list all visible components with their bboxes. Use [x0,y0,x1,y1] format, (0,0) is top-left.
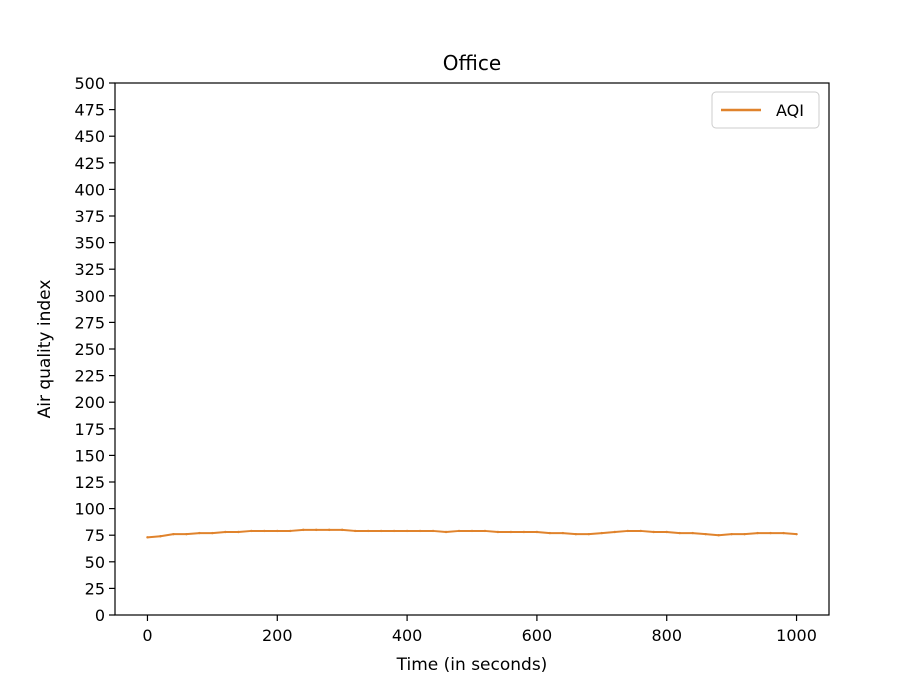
y-tick-label: 75 [85,526,105,545]
data-point [237,530,240,534]
y-tick-label: 250 [74,340,105,359]
y-tick-label: 275 [74,313,105,332]
data-point [302,528,305,532]
data-point [224,530,227,534]
data-point [548,531,552,535]
data-point [795,532,798,536]
data-point [185,532,188,536]
y-tick-label: 450 [74,127,105,146]
legend-box [711,91,820,129]
data-point [613,530,616,534]
data-point [211,531,214,535]
data-point [159,535,162,538]
data-point [626,529,629,533]
data-point [678,531,681,535]
y-tick-label: 0 [95,606,105,625]
y-tick-label: 50 [85,553,105,572]
data-point [756,531,759,535]
y-tick-label: 300 [74,287,105,306]
data-point [405,529,409,533]
data-point [470,529,474,533]
y-tick-label: 200 [74,393,105,412]
y-tick-label: 25 [85,579,105,598]
series-layer [146,528,798,539]
data-point [561,531,565,535]
y-tick-label: 125 [74,473,105,492]
data-point [717,534,720,537]
x-tick-label: 800 [651,626,682,645]
data-point [509,530,513,534]
data-point [782,531,785,535]
y-tick-label: 175 [74,420,105,439]
plot-frame [114,82,830,616]
y-tick-label: 100 [74,500,105,519]
y-tick-label: 425 [74,154,105,173]
y-tick-label: 350 [74,234,105,253]
data-point [483,529,487,533]
data-point [600,531,604,535]
data-point [289,529,292,533]
x-axis-label: Time (in seconds) [396,655,548,675]
legend-label-aqi: AQI [776,101,804,120]
data-point [172,532,175,536]
data-point [496,530,500,534]
data-point [198,531,201,535]
y-tick-label: 400 [74,180,105,199]
x-tick-label: 400 [392,626,423,645]
data-point [379,529,383,533]
data-point [263,529,266,533]
chart-title: Office [443,51,501,75]
y-tick-label: 325 [74,260,105,279]
axis-ticks: 0 200 400 600 800 1000 0 25 50 75 100 125 150 175 200 2… [74,74,816,645]
y-tick-label: 150 [74,446,105,465]
data-point [769,531,772,535]
data-point [328,528,331,532]
y-tick-label: 375 [74,207,105,226]
data-point [652,530,655,534]
data-point [366,529,370,533]
y-axis-label: Air quality index [35,280,55,419]
y-tick-label: 475 [74,101,105,120]
data-point [315,528,318,532]
data-point [431,529,435,533]
x-tick-label: 600 [522,626,553,645]
data-point [535,530,539,534]
data-point [665,530,668,534]
data-point [639,529,642,533]
y-tick-label: 225 [74,367,105,386]
data-point [691,531,694,535]
legend: AQI [711,91,820,129]
data-point [146,536,149,539]
x-tick-label: 1000 [776,626,817,645]
data-point [743,532,746,536]
data-point [276,529,279,533]
data-point [392,529,396,533]
data-point [587,532,591,536]
data-point [574,532,578,536]
data-point [444,530,448,534]
x-tick-label: 0 [142,626,152,645]
data-point [704,532,707,536]
data-point [353,529,357,533]
x-tick-label: 200 [262,626,293,645]
data-point [340,528,344,532]
data-point [457,529,461,533]
y-tick-label: 500 [74,74,105,93]
data-point [418,529,422,533]
data-point [730,532,733,536]
data-point [522,530,526,534]
data-point [250,529,253,533]
